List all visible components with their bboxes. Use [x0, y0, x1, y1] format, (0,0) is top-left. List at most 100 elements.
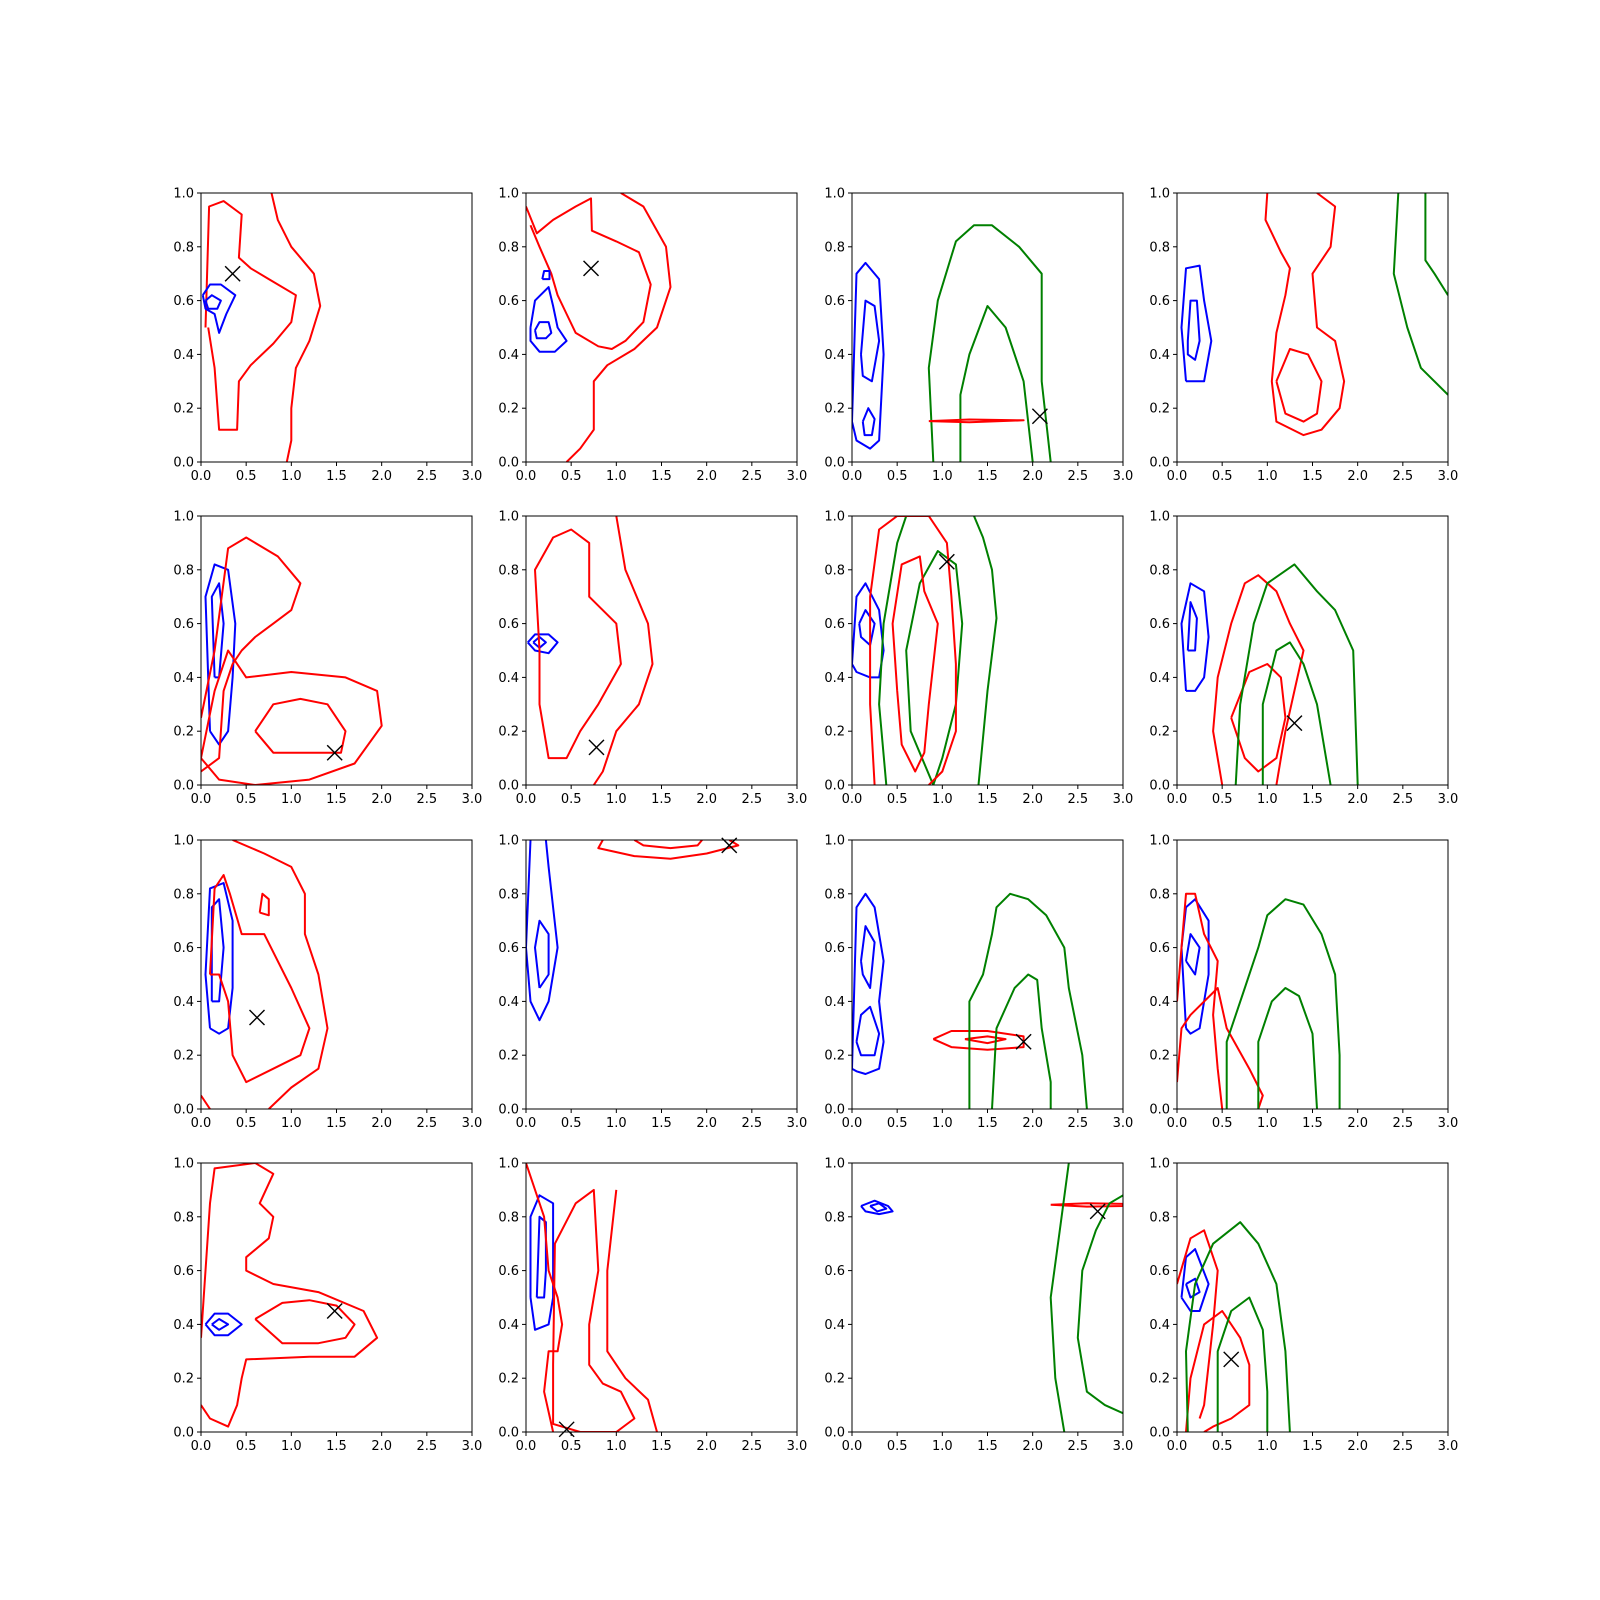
x-tick-label: 1.5	[977, 469, 998, 484]
x-tick-label: 1.5	[977, 1439, 998, 1454]
x-tick-label: 1.5	[977, 1116, 998, 1131]
x-tick-label: 1.0	[932, 1439, 953, 1454]
y-tick-label: 0.6	[1149, 294, 1170, 309]
x-tick-label: 1.5	[326, 792, 347, 807]
subplot-3-1: 0.0 0.5 1.0 1.5 2.0 2.5 3.0 0.0 0.2 0.4 0.6 0.8 1.0	[173, 834, 482, 1132]
x-tick-label: 0.5	[561, 469, 582, 484]
x-marker	[224, 265, 241, 282]
contour-group	[860, 1163, 1123, 1432]
y-tick-label: 0.0	[1149, 779, 1170, 794]
green-contour	[991, 973, 1052, 1109]
y-tick-label: 1.0	[824, 1157, 845, 1172]
y-tick-label: 0.2	[173, 402, 194, 417]
y-tick-label: 0.0	[498, 1103, 519, 1118]
subplot-2-3: 0.0 0.5 1.0 1.5 2.0 2.5 3.0 0.0 0.2 0.4 0.6 0.8 1.0	[824, 510, 1133, 808]
red-contour	[201, 536, 302, 773]
red-contour	[1050, 1202, 1123, 1208]
y-tick-label: 1.0	[173, 510, 194, 525]
x-tick-label: 3.0	[1113, 469, 1134, 484]
red-contour	[552, 1188, 636, 1432]
blue-contour	[860, 299, 881, 383]
y-tick-label: 0.6	[498, 1264, 519, 1279]
y-tick-label: 0.0	[173, 779, 194, 794]
green-contour	[878, 516, 908, 785]
y-tick-label: 0.6	[173, 294, 194, 309]
blue-contour	[527, 633, 559, 655]
y-tick-label: 1.0	[498, 510, 519, 525]
y-tick-label: 0.6	[498, 941, 519, 956]
x-tick-label: 0.0	[842, 469, 863, 484]
y-tick-label: 0.8	[824, 1210, 845, 1225]
x-marker	[1286, 715, 1303, 732]
y-tick-label: 0.4	[173, 995, 194, 1010]
x-tick-label: 2.5	[741, 469, 762, 484]
y-tick-label: 0.2	[824, 725, 845, 740]
x-tick-label: 2.0	[1022, 469, 1043, 484]
y-tick-label: 0.4	[1149, 348, 1170, 363]
contour-group	[201, 536, 383, 785]
y-tick-label: 0.0	[824, 1426, 845, 1441]
red-contour	[597, 840, 740, 860]
x-tick-label: 1.0	[1257, 469, 1278, 484]
green-contour	[1257, 987, 1318, 1109]
x-tick-label: 1.0	[606, 469, 627, 484]
x-tick-label: 2.5	[416, 792, 437, 807]
x-marker-stroke	[249, 1009, 266, 1026]
x-tick-label: 1.5	[1302, 792, 1323, 807]
blue-contour	[541, 270, 551, 281]
blue-contour	[529, 286, 568, 353]
x-tick-label: 0.0	[1167, 1439, 1188, 1454]
green-contour	[1234, 563, 1359, 785]
y-tick-label: 0.8	[498, 887, 519, 902]
red-contour	[1212, 574, 1305, 785]
green-contour	[905, 550, 964, 785]
red-contour	[204, 200, 297, 431]
x-tick-label: 3.0	[462, 1439, 483, 1454]
x-tick-label: 1.5	[1302, 469, 1323, 484]
green-contour	[1225, 898, 1341, 1109]
y-tick-label: 0.2	[498, 1372, 519, 1387]
axes-frame	[525, 192, 798, 463]
y-tick-label: 1.0	[173, 187, 194, 202]
x-tick-label: 2.5	[1392, 469, 1413, 484]
x-tick-label: 1.5	[651, 1439, 672, 1454]
y-tick-label: 1.0	[824, 834, 845, 849]
y-tick-label: 0.8	[1149, 887, 1170, 902]
y-tick-label: 0.2	[824, 1372, 845, 1387]
red-contour	[932, 1030, 1025, 1051]
y-tick-label: 1.0	[1149, 834, 1170, 849]
y-tick-label: 0.2	[824, 1049, 845, 1064]
contour-group	[852, 224, 1052, 462]
y-tick-label: 0.2	[824, 402, 845, 417]
x-tick-label: 2.5	[1392, 1439, 1413, 1454]
y-tick-label: 0.6	[173, 1264, 194, 1279]
x-marker-stroke	[224, 265, 241, 282]
blue-contour	[861, 407, 876, 437]
x-tick-label: 1.5	[326, 469, 347, 484]
red-contour	[254, 697, 347, 754]
blue-contour	[201, 283, 237, 334]
x-tick-label: 1.5	[326, 1116, 347, 1131]
green-contour	[973, 516, 998, 785]
red-contour	[270, 193, 322, 462]
x-tick-label: 3.0	[1438, 469, 1459, 484]
blue-contour	[204, 882, 234, 1035]
x-marker-stroke	[1031, 408, 1048, 425]
x-tick-label: 2.0	[696, 469, 717, 484]
y-tick-label: 0.4	[1149, 995, 1170, 1010]
contour-group	[1177, 1221, 1291, 1432]
x-tick-label: 0.0	[1167, 469, 1188, 484]
x-marker-stroke	[326, 1302, 343, 1319]
green-contour	[1392, 193, 1448, 396]
subplot-4-2: 0.0 0.5 1.0 1.5 2.0 2.5 3.0 0.0 0.2 0.4 0.6 0.8 1.0	[498, 1157, 807, 1455]
green-contour	[1049, 1163, 1070, 1432]
y-tick-label: 0.8	[498, 1210, 519, 1225]
blue-contour	[1185, 1277, 1201, 1299]
x-tick-label: 0.0	[516, 469, 537, 484]
green-contour	[927, 224, 1052, 462]
green-contour	[1216, 1296, 1269, 1432]
x-tick-label: 2.5	[741, 1116, 762, 1131]
red-contour	[201, 1094, 211, 1109]
x-tick-label: 2.5	[1067, 792, 1088, 807]
blue-contour	[529, 1194, 555, 1331]
